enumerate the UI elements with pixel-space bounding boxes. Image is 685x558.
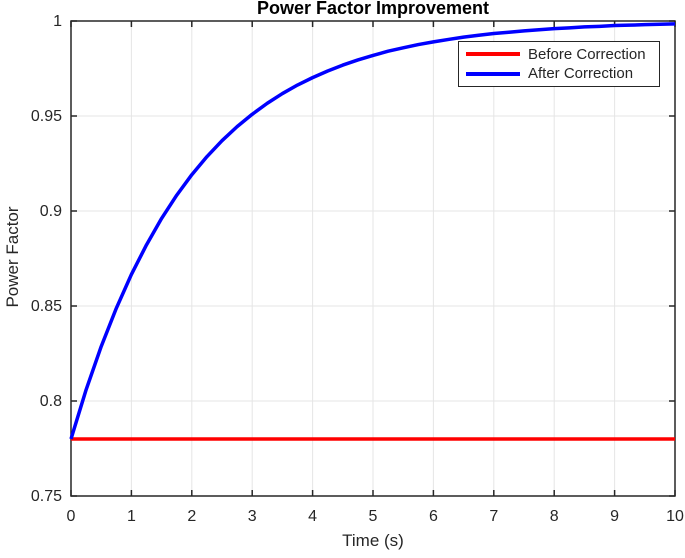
legend-item: Before Correction bbox=[466, 47, 659, 62]
x-tick-label: 10 bbox=[666, 508, 684, 525]
legend-item: After Correction bbox=[466, 66, 659, 81]
y-tick-label: 0.8 bbox=[40, 393, 62, 410]
x-axis-label: Time (s) bbox=[342, 531, 404, 550]
chart-title: Power Factor Improvement bbox=[256, 0, 490, 18]
series-line-after-correction bbox=[69, 22, 676, 440]
y-tick-label: 0.75 bbox=[31, 488, 62, 505]
x-tick-label: 8 bbox=[550, 508, 559, 525]
legend-label: Before Correction bbox=[528, 45, 646, 63]
x-tick-label: 6 bbox=[429, 508, 438, 525]
legend-line-swatch bbox=[466, 71, 520, 76]
x-tick-label: 2 bbox=[187, 508, 196, 525]
y-tick-label: 0.95 bbox=[31, 108, 62, 125]
y-tick-label: 0.9 bbox=[40, 203, 62, 220]
x-tick-label: 5 bbox=[369, 508, 378, 525]
x-tick-label: 0 bbox=[67, 508, 76, 525]
y-tick-label: 0.85 bbox=[31, 298, 62, 315]
x-tick-label: 9 bbox=[610, 508, 619, 525]
legend: Before Correction After Correction bbox=[458, 41, 660, 87]
y-tick-label: 1 bbox=[53, 13, 62, 30]
x-tick-label: 1 bbox=[127, 508, 136, 525]
legend-line-swatch bbox=[466, 52, 520, 57]
legend-label: After Correction bbox=[528, 65, 634, 83]
x-tick-label: 3 bbox=[248, 508, 257, 525]
y-axis-label: Power Factor bbox=[3, 206, 22, 308]
x-tick-label: 4 bbox=[308, 508, 317, 525]
x-tick-label: 7 bbox=[489, 508, 498, 525]
